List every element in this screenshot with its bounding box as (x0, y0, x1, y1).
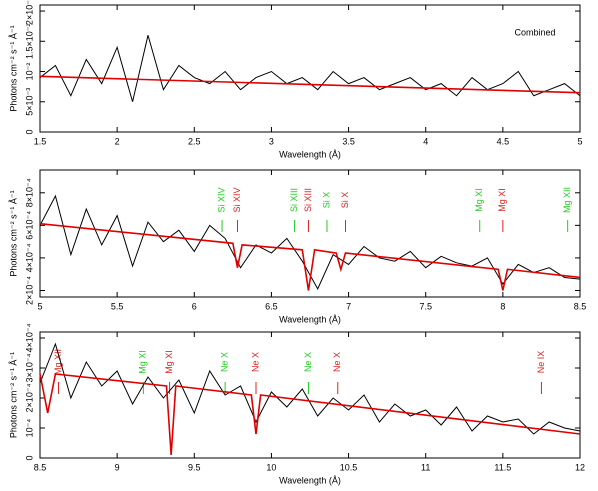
x-tick-label: 9.5 (188, 462, 201, 472)
x-tick-label: 7.5 (419, 301, 432, 311)
x-tick-label: 4 (423, 136, 428, 146)
spectrum-line (39, 222, 581, 291)
line-label: Ne X (303, 352, 313, 372)
y-tick-label: 10⁻² (24, 63, 34, 81)
spectrum-line (39, 75, 581, 94)
plot-frame (39, 169, 581, 298)
y-tick-label: 8×10⁻⁴ (24, 178, 34, 207)
x-tick-label: 8.5 (34, 462, 47, 472)
y-tick-label: 2×10⁻⁴ (24, 383, 34, 412)
line-label: Mg XI (164, 350, 174, 374)
x-axis-label: Wavelength (Å) (279, 149, 341, 159)
line-label: Mg XII (53, 349, 63, 375)
y-tick-label: 1.5×10⁻² (24, 24, 34, 60)
x-tick-label: 10.5 (340, 462, 358, 472)
line-label: Si X (321, 192, 331, 209)
y-tick-label: 6×10⁻⁴ (24, 211, 34, 240)
y-tick-label: 0 (24, 129, 34, 134)
line-label: Si XIII (303, 188, 313, 212)
x-tick-label: 11 (421, 462, 430, 472)
line-label: Mg XI (474, 188, 484, 212)
x-tick-label: 8 (500, 301, 505, 311)
y-tick-label: 0 (24, 455, 34, 460)
x-tick-label: 6 (192, 301, 197, 311)
line-label: Si XIV (232, 187, 242, 212)
line-label: Mg XI (138, 350, 148, 374)
line-label: Ne X (220, 352, 230, 372)
x-tick-label: 4.5 (497, 136, 510, 146)
x-tick-label: 5.5 (111, 301, 124, 311)
x-tick-label: 5 (37, 301, 42, 311)
plot-frame (39, 4, 581, 133)
y-tick-label: 3×10⁻⁴ (24, 353, 34, 382)
y-axis-label: Photons cm⁻² s⁻¹ Å⁻¹ (8, 352, 18, 438)
line-label: Si XIII (289, 188, 299, 212)
y-tick-label: 2×10⁻⁴ (24, 276, 34, 305)
x-tick-label: 10 (266, 462, 276, 472)
x-tick-label: 9 (115, 462, 120, 472)
x-tick-label: 1.5 (34, 136, 47, 146)
plot-frame (39, 331, 581, 459)
x-tick-label: 3 (269, 136, 274, 146)
spectrum-line (39, 373, 581, 456)
y-tick-label: 4×10⁻⁴ (24, 323, 34, 352)
y-tick-label: 10⁻⁴ (24, 419, 34, 438)
x-tick-label: 8.5 (574, 301, 587, 311)
annotation: Combined (514, 27, 555, 37)
y-tick-label: 4×10⁻⁴ (24, 243, 34, 272)
x-tick-label: 2.5 (188, 136, 201, 146)
x-tick-label: 7 (346, 301, 351, 311)
line-label: Ne X (332, 352, 342, 372)
line-label: Ne IX (536, 351, 546, 374)
x-tick-label: 12 (575, 462, 585, 472)
line-label: Mg XII (562, 187, 572, 213)
line-label: Ne X (250, 352, 260, 372)
spectrum-line (39, 342, 581, 435)
spectrum-line (39, 35, 581, 102)
line-label: Si X (340, 192, 350, 209)
line-label: Si XIV (216, 187, 226, 212)
y-tick-label: 2×10⁻² (24, 0, 34, 25)
line-label: Mg XI (497, 188, 507, 212)
y-tick-label: 5×10⁻³ (24, 88, 34, 116)
x-tick-label: 3.5 (342, 136, 355, 146)
y-axis-label: Photons cm⁻² s⁻¹ Å⁻¹ (8, 25, 18, 111)
x-axis-label: Wavelength (Å) (279, 475, 341, 485)
x-tick-label: 6.5 (265, 301, 278, 311)
x-axis-label: Wavelength (Å) (279, 314, 341, 324)
x-tick-label: 5 (577, 136, 582, 146)
x-tick-label: 11.5 (494, 462, 511, 472)
x-tick-label: 2 (115, 136, 120, 146)
y-axis-label: Photons cm⁻² s⁻¹ Å⁻¹ (8, 190, 18, 276)
